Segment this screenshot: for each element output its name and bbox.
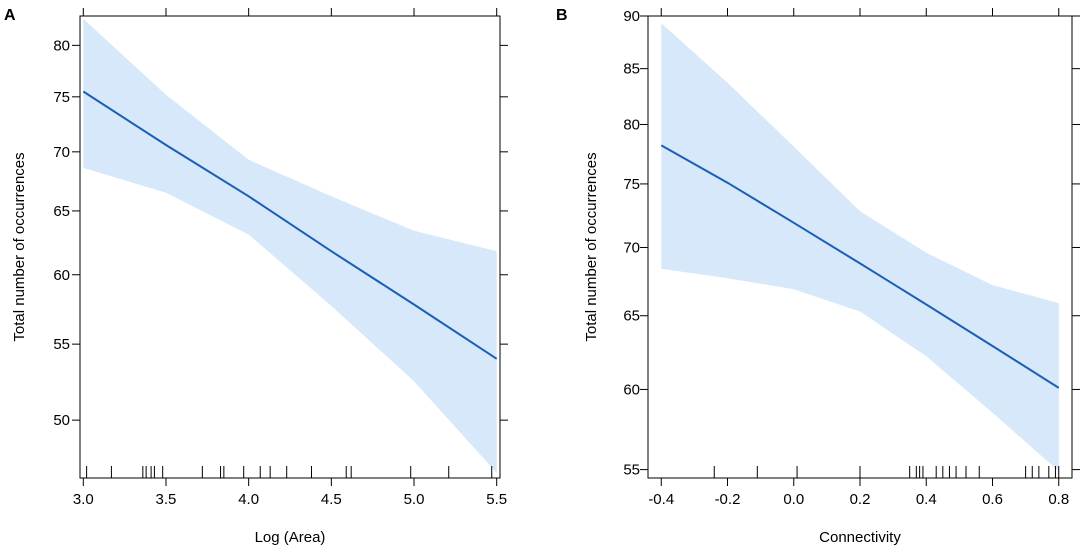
x-tick-label: 4.0: [238, 491, 259, 508]
x-tick-label: 5.5: [486, 491, 507, 508]
x-tick-label: -0.4: [648, 491, 674, 508]
y-tick-label: 70: [623, 239, 640, 256]
y-tick-label: 65: [53, 203, 70, 220]
confidence-band: [83, 18, 497, 473]
y-tick-label: 80: [53, 37, 70, 54]
x-tick-label: 5.0: [404, 491, 425, 508]
panel-label: B: [556, 7, 568, 24]
x-tick-label: 0.2: [850, 491, 871, 508]
y-tick-label: 80: [623, 116, 640, 133]
y-tick-label: 75: [623, 176, 640, 193]
fit-line: [660, 144, 1060, 389]
y-tick-label: 65: [623, 308, 640, 325]
panel-b: -0.4 -0.2 0.0 0.2 0.4 0.6 0.8 55 60 65 70 75 80 85 90 C…: [556, 7, 1080, 546]
y-tick-label: 70: [53, 144, 70, 161]
x-tick-label: 0.8: [1048, 491, 1069, 508]
x-tick-label: 0.6: [982, 491, 1003, 508]
fit-line: [82, 90, 498, 360]
x-tick-label: 3.5: [156, 491, 177, 508]
y-tick-label: 60: [623, 381, 640, 398]
x-tick-label: 0.0: [783, 491, 804, 508]
panel-a: 3.0 3.5 4.0 4.5 5.0 5.5 50 55 60 65 70 75 80 Log (Are…: [4, 7, 508, 546]
y-tick-label: 55: [53, 336, 70, 353]
y-axis-title: Total number of occurrences: [11, 152, 28, 341]
panel-label: A: [4, 7, 16, 24]
y-tick-label: 75: [53, 89, 70, 106]
x-tick-label: 0.4: [916, 491, 937, 508]
y-axis-title: Total number of occurrences: [583, 152, 600, 341]
x-tick-label: 3.0: [73, 491, 94, 508]
x-axis-title: Connectivity: [819, 529, 901, 546]
plot-frame: [79, 15, 501, 479]
y-tick-label: 55: [623, 462, 640, 479]
y-tick-label: 60: [53, 267, 70, 284]
y-tick-label: 90: [623, 8, 640, 25]
confidence-band: [661, 23, 1059, 472]
x-axis-title: Log (Area): [255, 529, 326, 546]
x-tick-label: 4.5: [321, 491, 342, 508]
y-tick-label: 85: [623, 61, 640, 78]
y-tick-label: 50: [53, 412, 70, 429]
x-tick-label: -0.2: [715, 491, 741, 508]
